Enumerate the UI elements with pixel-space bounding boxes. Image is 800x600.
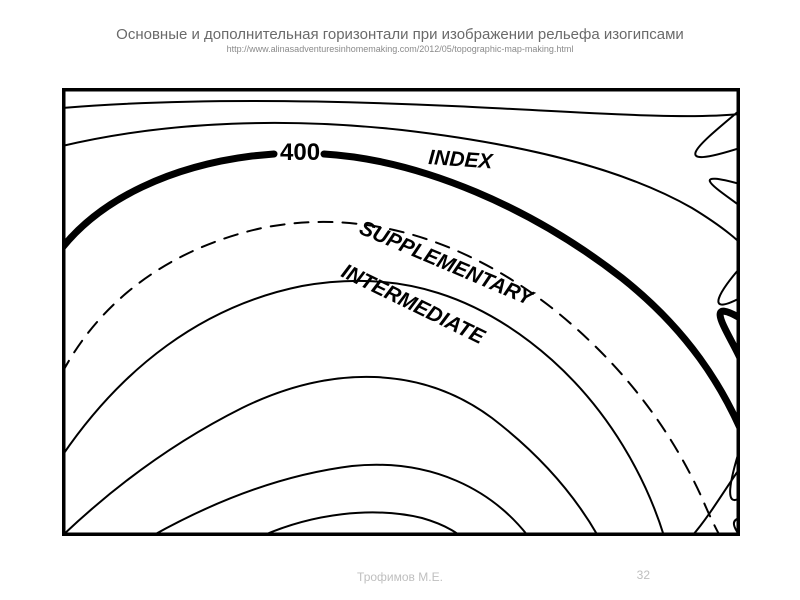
- contour-svg: 400INDEXSUPPLEMENTARYINTERMEDIATE: [62, 88, 740, 536]
- footer-author: Трофимов М.Е.: [0, 570, 800, 584]
- page-title: Основные и дополнительная горизонтали пр…: [0, 26, 800, 43]
- elevation-label: 400: [280, 139, 320, 166]
- index-label: INDEX: [428, 146, 496, 174]
- footer-page-number: 32: [637, 568, 650, 582]
- contour-figure: 400INDEXSUPPLEMENTARYINTERMEDIATE: [62, 88, 740, 536]
- source-url: http://www.alinasadventuresinhomemaking.…: [0, 44, 800, 54]
- slide-page: Основные и дополнительная горизонтали пр…: [0, 0, 800, 600]
